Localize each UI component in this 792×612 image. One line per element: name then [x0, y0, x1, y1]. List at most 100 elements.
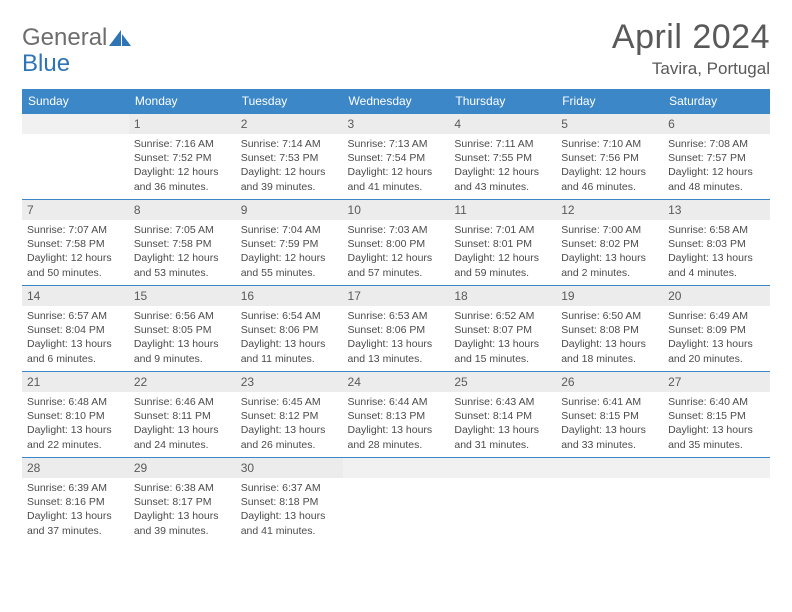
sunset-line: Sunset: 8:01 PM — [454, 237, 551, 251]
calendar-day-cell: 14Sunrise: 6:57 AMSunset: 8:04 PMDayligh… — [22, 286, 129, 372]
daylight-line: Daylight: 12 hours and 57 minutes. — [348, 251, 445, 279]
daylight-line: Daylight: 13 hours and 9 minutes. — [134, 337, 231, 365]
day-number: 24 — [343, 372, 450, 392]
daylight-line: Daylight: 13 hours and 31 minutes. — [454, 423, 551, 451]
day-details: Sunrise: 6:52 AMSunset: 8:07 PMDaylight:… — [449, 306, 556, 368]
daylight-line: Daylight: 13 hours and 33 minutes. — [561, 423, 658, 451]
calendar-week-row: 21Sunrise: 6:48 AMSunset: 8:10 PMDayligh… — [22, 372, 770, 458]
daylight-line: Daylight: 13 hours and 22 minutes. — [27, 423, 124, 451]
calendar-day-cell: 7Sunrise: 7:07 AMSunset: 7:58 PMDaylight… — [22, 200, 129, 286]
sunrise-line: Sunrise: 6:39 AM — [27, 481, 124, 495]
brand-word-1: General — [22, 24, 107, 52]
calendar-day-cell: 25Sunrise: 6:43 AMSunset: 8:14 PMDayligh… — [449, 372, 556, 458]
sunrise-line: Sunrise: 6:44 AM — [348, 395, 445, 409]
daylight-line: Daylight: 13 hours and 20 minutes. — [668, 337, 765, 365]
day-number: 12 — [556, 200, 663, 220]
sunset-line: Sunset: 8:13 PM — [348, 409, 445, 423]
day-details: Sunrise: 7:01 AMSunset: 8:01 PMDaylight:… — [449, 220, 556, 282]
calendar-day-cell: 20Sunrise: 6:49 AMSunset: 8:09 PMDayligh… — [663, 286, 770, 372]
day-number: 5 — [556, 114, 663, 134]
calendar-day-cell: 16Sunrise: 6:54 AMSunset: 8:06 PMDayligh… — [236, 286, 343, 372]
day-number-blank — [343, 458, 450, 478]
calendar-blank-cell — [22, 114, 129, 200]
calendar-day-cell: 22Sunrise: 6:46 AMSunset: 8:11 PMDayligh… — [129, 372, 236, 458]
daylight-line: Daylight: 13 hours and 4 minutes. — [668, 251, 765, 279]
calendar-day-cell: 23Sunrise: 6:45 AMSunset: 8:12 PMDayligh… — [236, 372, 343, 458]
day-number-blank — [22, 114, 129, 134]
day-details: Sunrise: 6:48 AMSunset: 8:10 PMDaylight:… — [22, 392, 129, 454]
day-number: 9 — [236, 200, 343, 220]
day-details: Sunrise: 6:53 AMSunset: 8:06 PMDaylight:… — [343, 306, 450, 368]
sunrise-line: Sunrise: 6:49 AM — [668, 309, 765, 323]
day-details: Sunrise: 6:49 AMSunset: 8:09 PMDaylight:… — [663, 306, 770, 368]
title-block: April 2024 Tavira, Portugal — [612, 18, 770, 79]
day-number: 10 — [343, 200, 450, 220]
sunset-line: Sunset: 8:16 PM — [27, 495, 124, 509]
daylight-line: Daylight: 12 hours and 50 minutes. — [27, 251, 124, 279]
sunrise-line: Sunrise: 6:50 AM — [561, 309, 658, 323]
calendar-day-cell: 15Sunrise: 6:56 AMSunset: 8:05 PMDayligh… — [129, 286, 236, 372]
day-number: 18 — [449, 286, 556, 306]
calendar-day-cell: 6Sunrise: 7:08 AMSunset: 7:57 PMDaylight… — [663, 114, 770, 200]
daylight-line: Daylight: 13 hours and 41 minutes. — [241, 509, 338, 537]
day-number: 20 — [663, 286, 770, 306]
daylight-line: Daylight: 12 hours and 48 minutes. — [668, 165, 765, 193]
sunset-line: Sunset: 7:53 PM — [241, 151, 338, 165]
day-number: 14 — [22, 286, 129, 306]
day-details: Sunrise: 7:16 AMSunset: 7:52 PMDaylight:… — [129, 134, 236, 196]
calendar-day-cell: 19Sunrise: 6:50 AMSunset: 8:08 PMDayligh… — [556, 286, 663, 372]
sunset-line: Sunset: 8:15 PM — [668, 409, 765, 423]
day-number: 4 — [449, 114, 556, 134]
sunset-line: Sunset: 8:14 PM — [454, 409, 551, 423]
sunset-line: Sunset: 7:56 PM — [561, 151, 658, 165]
calendar-day-cell: 2Sunrise: 7:14 AMSunset: 7:53 PMDaylight… — [236, 114, 343, 200]
daylight-line: Daylight: 13 hours and 11 minutes. — [241, 337, 338, 365]
calendar-week-row: 1Sunrise: 7:16 AMSunset: 7:52 PMDaylight… — [22, 114, 770, 200]
sunrise-line: Sunrise: 6:46 AM — [134, 395, 231, 409]
day-number: 29 — [129, 458, 236, 478]
day-details: Sunrise: 6:38 AMSunset: 8:17 PMDaylight:… — [129, 478, 236, 540]
sunset-line: Sunset: 8:10 PM — [27, 409, 124, 423]
weekday-header: Sunday — [22, 89, 129, 114]
day-details: Sunrise: 6:58 AMSunset: 8:03 PMDaylight:… — [663, 220, 770, 282]
page-title: April 2024 — [612, 18, 770, 57]
day-details: Sunrise: 7:13 AMSunset: 7:54 PMDaylight:… — [343, 134, 450, 196]
sail-icon — [109, 30, 131, 46]
daylight-line: Daylight: 13 hours and 6 minutes. — [27, 337, 124, 365]
sunrise-line: Sunrise: 6:58 AM — [668, 223, 765, 237]
calendar-day-cell: 29Sunrise: 6:38 AMSunset: 8:17 PMDayligh… — [129, 458, 236, 544]
sunrise-line: Sunrise: 6:45 AM — [241, 395, 338, 409]
day-details: Sunrise: 6:43 AMSunset: 8:14 PMDaylight:… — [449, 392, 556, 454]
day-details: Sunrise: 6:44 AMSunset: 8:13 PMDaylight:… — [343, 392, 450, 454]
calendar-day-cell: 30Sunrise: 6:37 AMSunset: 8:18 PMDayligh… — [236, 458, 343, 544]
daylight-line: Daylight: 12 hours and 36 minutes. — [134, 165, 231, 193]
daylight-line: Daylight: 13 hours and 2 minutes. — [561, 251, 658, 279]
weekday-header: Tuesday — [236, 89, 343, 114]
day-number-blank — [556, 458, 663, 478]
day-number: 7 — [22, 200, 129, 220]
day-details: Sunrise: 7:14 AMSunset: 7:53 PMDaylight:… — [236, 134, 343, 196]
sunset-line: Sunset: 7:54 PM — [348, 151, 445, 165]
sunset-line: Sunset: 8:18 PM — [241, 495, 338, 509]
calendar-blank-cell — [556, 458, 663, 544]
day-number: 3 — [343, 114, 450, 134]
sunrise-line: Sunrise: 7:11 AM — [454, 137, 551, 151]
daylight-line: Daylight: 12 hours and 53 minutes. — [134, 251, 231, 279]
day-details: Sunrise: 6:57 AMSunset: 8:04 PMDaylight:… — [22, 306, 129, 368]
sunset-line: Sunset: 8:12 PM — [241, 409, 338, 423]
sunrise-line: Sunrise: 7:03 AM — [348, 223, 445, 237]
sunrise-line: Sunrise: 7:01 AM — [454, 223, 551, 237]
sunrise-line: Sunrise: 7:00 AM — [561, 223, 658, 237]
day-details: Sunrise: 7:10 AMSunset: 7:56 PMDaylight:… — [556, 134, 663, 196]
sunrise-line: Sunrise: 6:52 AM — [454, 309, 551, 323]
calendar-page: General Blue April 2024 Tavira, Portugal… — [0, 0, 792, 612]
sunrise-line: Sunrise: 6:54 AM — [241, 309, 338, 323]
day-details: Sunrise: 7:08 AMSunset: 7:57 PMDaylight:… — [663, 134, 770, 196]
day-number: 11 — [449, 200, 556, 220]
daylight-line: Daylight: 12 hours and 46 minutes. — [561, 165, 658, 193]
calendar-day-cell: 8Sunrise: 7:05 AMSunset: 7:58 PMDaylight… — [129, 200, 236, 286]
day-details: Sunrise: 7:05 AMSunset: 7:58 PMDaylight:… — [129, 220, 236, 282]
daylight-line: Daylight: 13 hours and 28 minutes. — [348, 423, 445, 451]
location-subtitle: Tavira, Portugal — [612, 59, 770, 79]
day-details: Sunrise: 7:03 AMSunset: 8:00 PMDaylight:… — [343, 220, 450, 282]
